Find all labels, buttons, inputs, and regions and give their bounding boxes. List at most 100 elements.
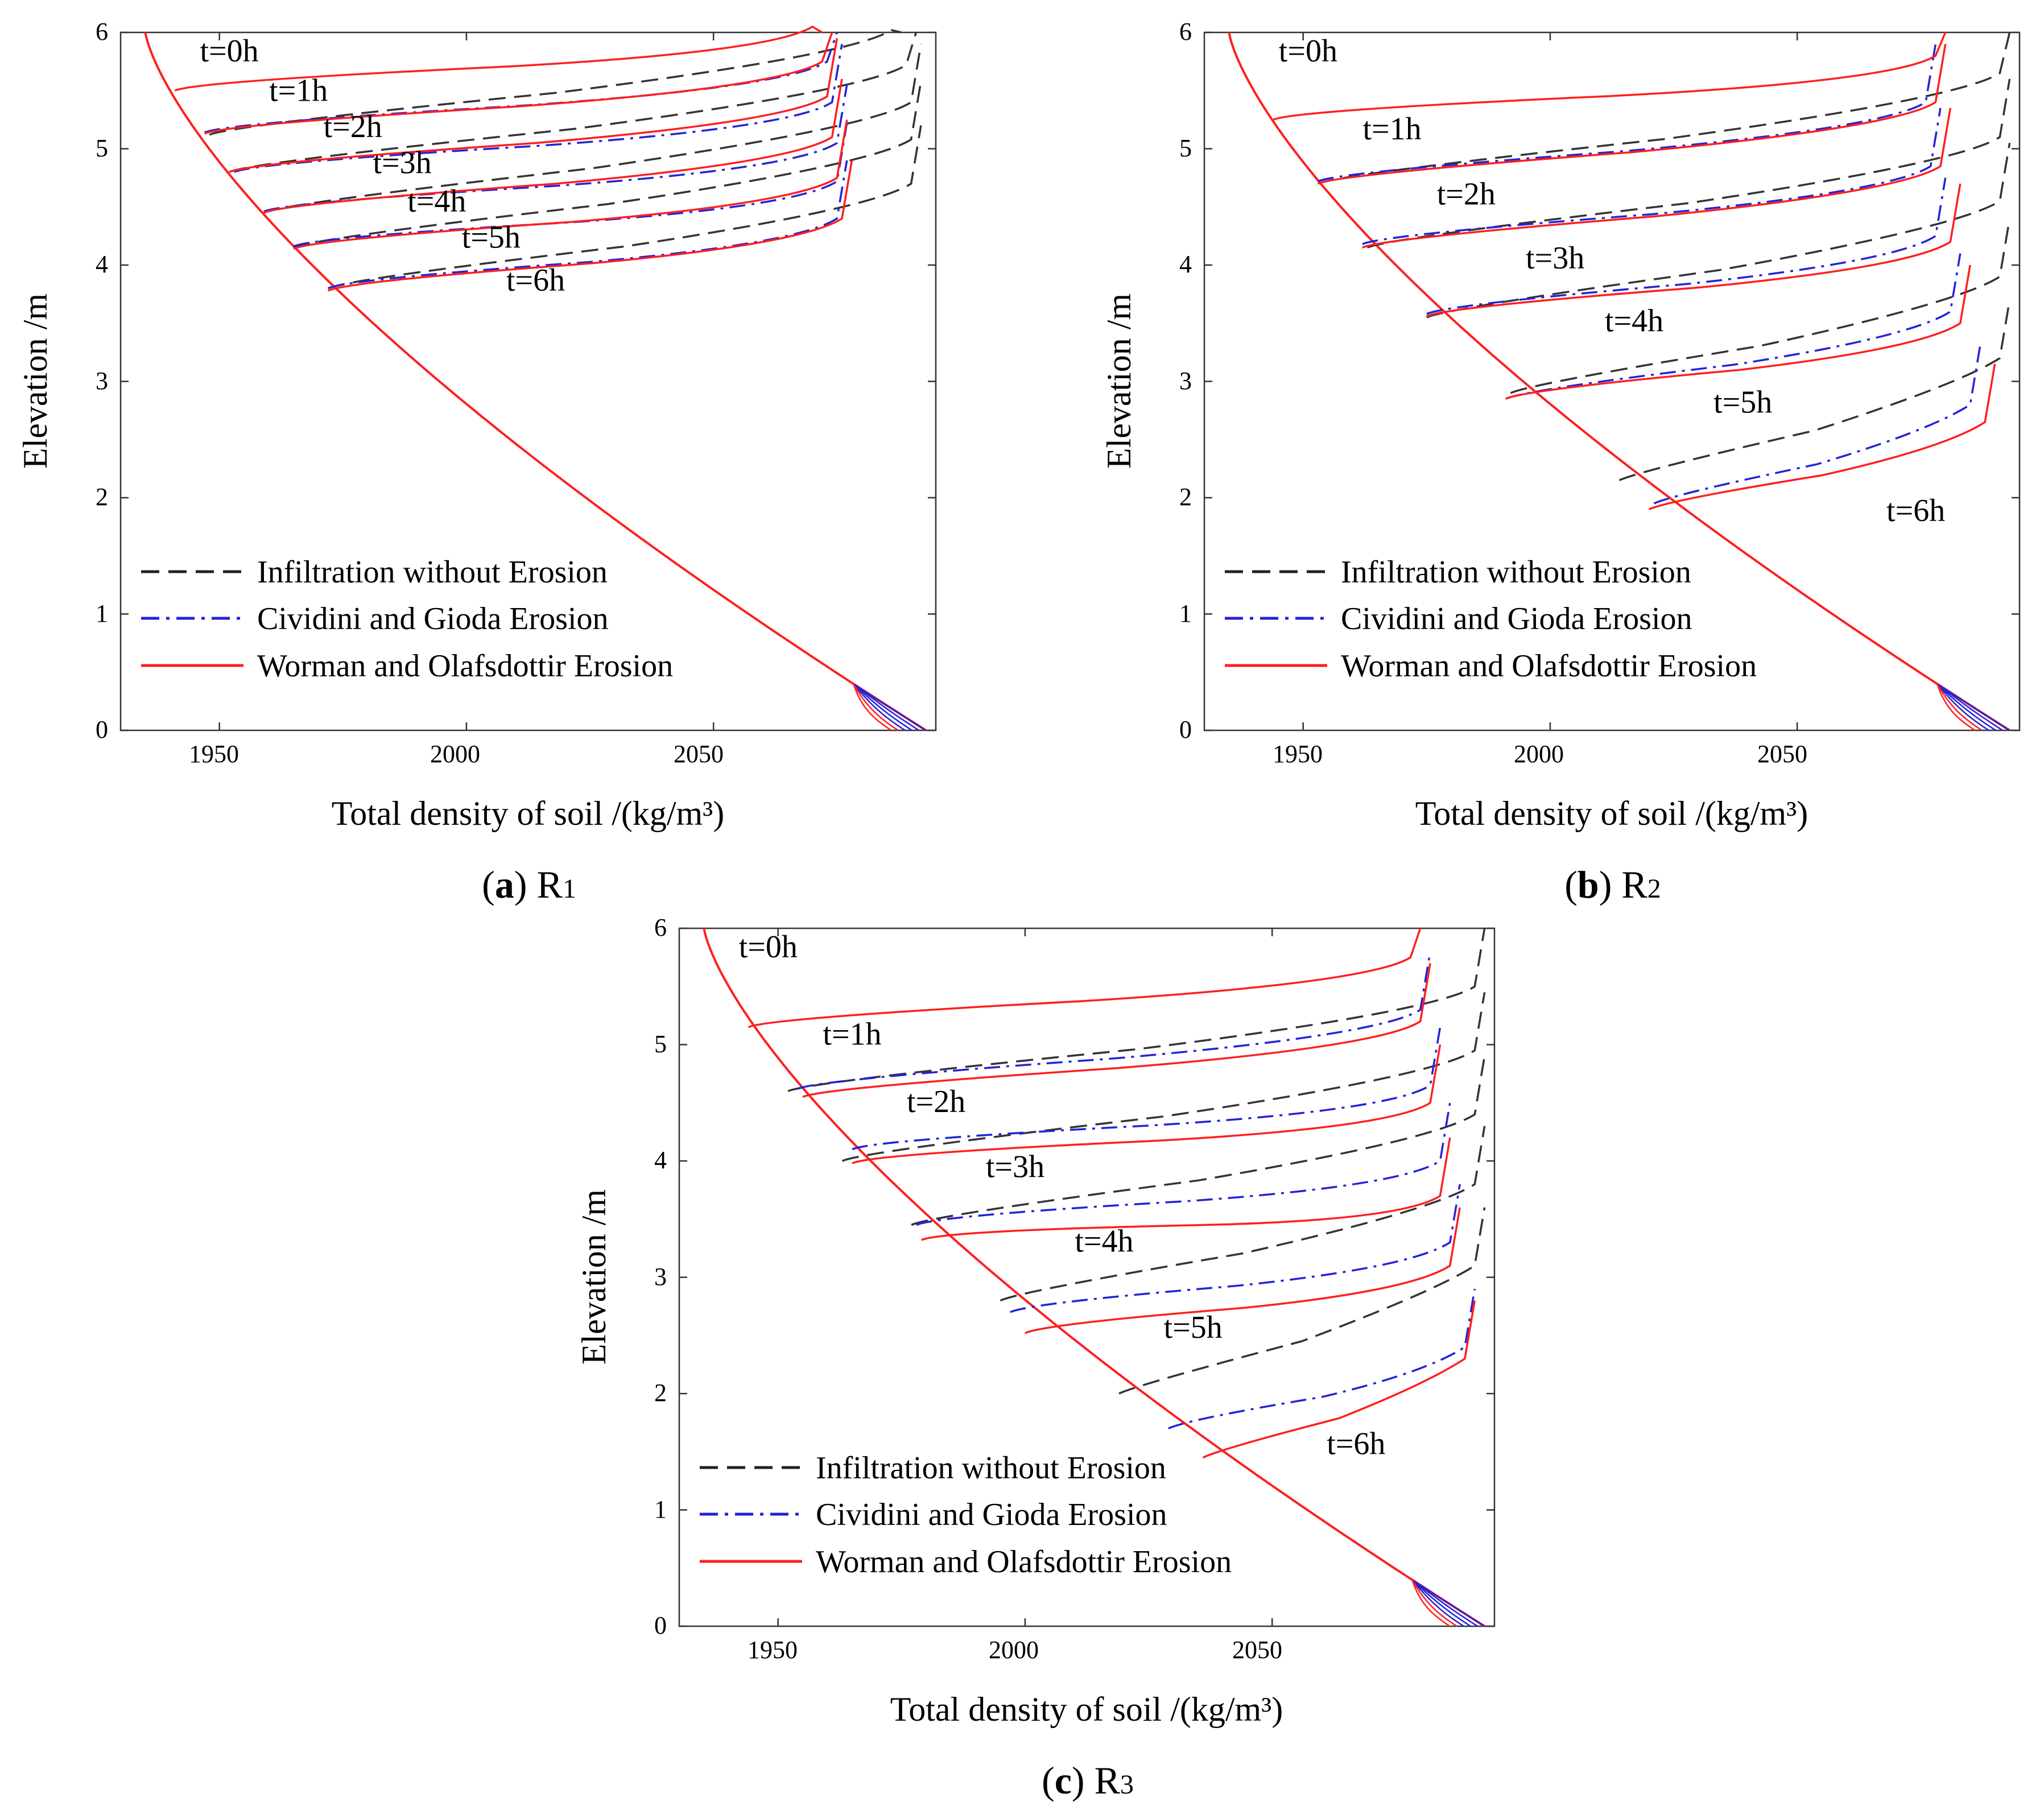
tick-marks: [679, 927, 1494, 1627]
caption-subscript: 3: [1120, 1770, 1134, 1800]
y-tick-label-2: 2: [96, 483, 108, 511]
time-label-4: t=4h: [1605, 304, 1663, 339]
y-tick-label-4: 4: [1179, 250, 1192, 278]
series-base-fan-3: [1936, 683, 1989, 731]
y-tick-label-2: 2: [654, 1379, 667, 1407]
series-base-fan-0: [1411, 1579, 1485, 1627]
series-worman-front-3: [1426, 183, 1962, 317]
time-label-3: t=3h: [373, 145, 431, 180]
y-tick-label-5: 5: [96, 134, 108, 162]
time-label-0: t=0h: [739, 929, 798, 965]
series-base-fan-5: [852, 683, 892, 731]
y-tick-label-4: 4: [96, 250, 108, 278]
series-infiltration-front-4: [1118, 1207, 1486, 1395]
time-label-1: t=1h: [1362, 111, 1421, 147]
series-initial-profile: [703, 928, 1485, 1627]
plot-curves: [1228, 32, 2011, 731]
series-infiltration-front-0: [1318, 32, 2011, 185]
x-axis-title: Total density of soil /(kg/m³): [332, 795, 724, 832]
x-tick-label-2050: 2050: [1232, 1636, 1282, 1664]
series-worman-front-2: [852, 1044, 1442, 1164]
time-label-2: t=2h: [324, 109, 382, 144]
series-worman-front-1: [1318, 44, 1947, 185]
series-infiltration-front-2: [911, 1056, 1486, 1226]
series-base-fan-4: [1411, 1579, 1457, 1627]
y-tick-label-5: 5: [654, 1030, 667, 1058]
legend-label-cividini: Cividini and Gioda Erosion: [816, 1497, 1167, 1532]
x-tick-label-1950: 1950: [189, 740, 239, 768]
series-worman-front-2: [229, 38, 839, 173]
series-infiltration-front-1: [1366, 78, 2011, 249]
x-tick-label-2000: 2000: [989, 1636, 1039, 1664]
x-tick-label-2050: 2050: [674, 740, 724, 768]
series-cividini-front-3: [293, 123, 848, 247]
series-infiltration-front-2: [1426, 143, 2011, 319]
series-cividini-front-4: [1168, 1288, 1476, 1429]
series-base-fan-1: [1411, 1579, 1479, 1627]
time-label-5: t=5h: [1713, 385, 1772, 420]
series-worman-front-5: [328, 160, 853, 292]
series-base-fan-0: [853, 683, 927, 731]
series-cividini-front-0: [1318, 44, 1937, 183]
y-tick-label-2: 2: [1179, 483, 1192, 511]
y-tick-label-1: 1: [1179, 600, 1192, 627]
legend-label-cividini: Cividini and Gioda Erosion: [1341, 601, 1692, 637]
series-worman-front-5: [1202, 1300, 1476, 1459]
time-labels: t=0h t=1h t=2h t=3h t=4h t=5h t=6h: [739, 929, 1386, 1461]
series-cividini-front-4: [1653, 346, 1981, 505]
y-tick-label-1: 1: [654, 1495, 667, 1523]
time-label-2: t=2h: [907, 1084, 965, 1119]
panel-b: 0 1 2 3 4 5 6 1950 2000 2050 Total densi…: [1100, 18, 2021, 906]
series-base-fan-5: [1936, 683, 1976, 731]
series-worman-front-4: [1505, 264, 1971, 400]
y-axis-title: Elevation /m: [1100, 294, 1138, 469]
series-base-fan-3: [1411, 1579, 1464, 1627]
series-cividini-front-1: [852, 1027, 1442, 1151]
plot-curves: [144, 25, 927, 731]
y-tick-label-1: 1: [96, 600, 108, 627]
legend: Infiltration without Erosion Cividini an…: [700, 1450, 1232, 1580]
caption-letter: a: [495, 863, 514, 906]
series-infiltration-front-4: [328, 125, 922, 290]
tick-marks: [1204, 31, 2020, 731]
legend-label-worman: Worman and Olafsdottir Erosion: [1341, 648, 1757, 684]
panel-c: 0 1 2 3 4 5 6 1950 2000 2050 Total densi…: [575, 914, 1496, 1802]
y-tick-label-0: 0: [96, 716, 108, 743]
caption-region: R: [1095, 1759, 1121, 1802]
time-label-6: t=6h: [1327, 1426, 1385, 1461]
time-label-3: t=3h: [1526, 241, 1584, 276]
series-infiltration-front-0: [787, 928, 1486, 1092]
caption-subscript: 2: [1647, 874, 1661, 904]
series-worman-front-5: [1648, 363, 1996, 511]
series-base-fan-2: [1936, 683, 1996, 731]
series-base-fan-0: [1936, 683, 2010, 731]
y-tick-label-0: 0: [1179, 716, 1192, 743]
series-cividini-front-1: [1362, 108, 1942, 245]
tick-marks: [121, 31, 936, 731]
y-tick-label-5: 5: [1179, 134, 1192, 162]
series-worman-front-0: [1273, 32, 1947, 121]
series-base-fan-1: [1936, 683, 2004, 731]
time-label-6: t=6h: [506, 263, 565, 298]
series-worman-front-0: [174, 25, 823, 92]
series-worman-front-1: [204, 32, 833, 135]
series-worman-front-4: [293, 119, 848, 250]
x-tick-label-2000: 2000: [1514, 740, 1564, 768]
legend-label-worman: Worman and Olafsdottir Erosion: [816, 1544, 1232, 1580]
time-label-0: t=0h: [200, 34, 258, 69]
time-label-1: t=1h: [269, 73, 328, 109]
time-labels: t=0h t=1h t=2h t=3h t=4h t=5h t=6h: [1279, 34, 1945, 528]
legend-label-worman: Worman and Olafsdottir Erosion: [257, 648, 673, 684]
series-base-fan-2: [1411, 1579, 1471, 1627]
x-tick-label-1950: 1950: [1273, 740, 1323, 768]
series-base-fan-1: [853, 683, 920, 731]
series-worman-front-0: [748, 928, 1422, 1028]
y-tick-label-6: 6: [654, 914, 667, 941]
caption-letter: c: [1055, 1759, 1072, 1802]
series-base-fan-4: [1936, 683, 1983, 731]
legend-label-infiltration: Infiltration without Erosion: [257, 555, 608, 590]
y-tick-label-6: 6: [96, 18, 108, 46]
caption-region: R: [536, 863, 563, 906]
series-cividini-front-2: [916, 1102, 1451, 1226]
